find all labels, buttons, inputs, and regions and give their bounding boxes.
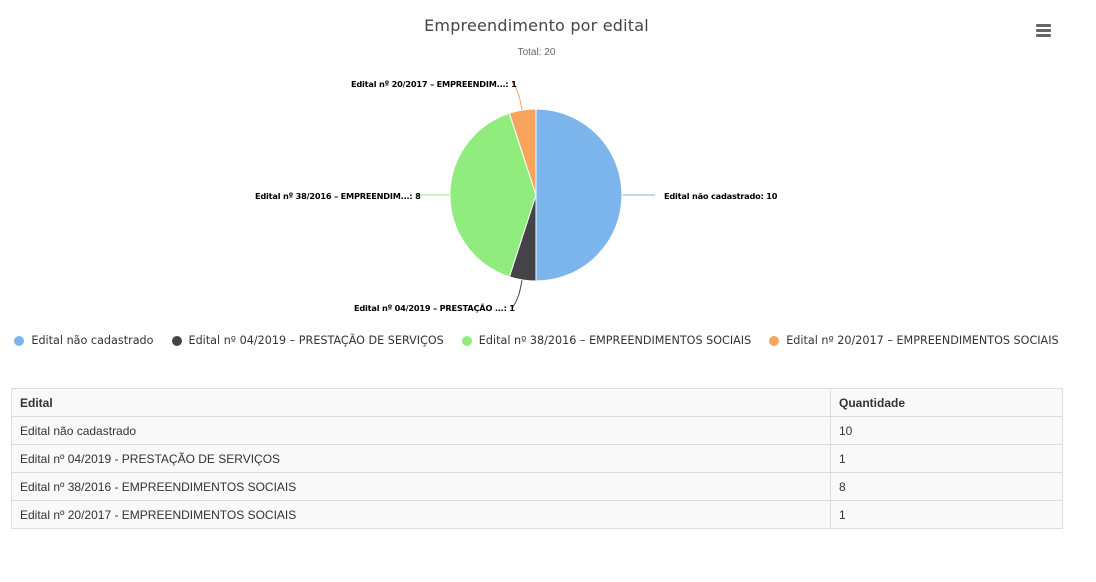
pie-slice-edital-20-2017[interactable] — [508, 108, 537, 196]
edital-table: Edital Quantidade Edital não cadastrado … — [11, 388, 1063, 529]
table-header-row: Edital Quantidade — [11, 388, 1063, 417]
pie-slice-edital-38-2016[interactable] — [449, 112, 537, 278]
table-row: Edital nº 38/2016 - EMPREENDIMENTOS SOCI… — [11, 472, 1063, 501]
legend-label: Edital nº 20/2017 – EMPREENDIMENTOS SOCI… — [786, 334, 1059, 347]
legend-dot-icon — [171, 335, 182, 346]
legend-dot-icon — [14, 335, 25, 346]
data-label-edital-nao-cadastrado: Edital não cadastrado: 10 — [664, 191, 778, 201]
legend-label: Edital não cadastrado — [31, 334, 154, 347]
legend-item-edital-20-2017[interactable]: Edital nº 20/2017 – EMPREENDIMENTOS SOCI… — [769, 334, 1059, 347]
connector-dark — [511, 279, 523, 309]
column-header-edital: Edital — [11, 388, 831, 417]
chart-context-menu-button[interactable] — [1032, 22, 1054, 38]
cell-edital: Edital não cadastrado — [11, 416, 831, 445]
cell-edital: Edital nº 20/2017 - EMPREENDIMENTOS SOCI… — [11, 500, 831, 529]
hamburger-menu-icon-bar — [1035, 28, 1051, 32]
cell-quantidade: 10 — [830, 416, 1063, 445]
legend-label: Edital nº 38/2016 – EMPREENDIMENTOS SOCI… — [478, 334, 752, 347]
cell-quantidade: 8 — [830, 472, 1063, 501]
legend-dot-icon — [461, 335, 472, 346]
pie-chart — [417, 81, 655, 309]
connector-orange — [511, 81, 523, 111]
table-row: Edital não cadastrado 10 — [11, 416, 1063, 445]
data-label-edital-20-2017: Edital nº 20/2017 – EMPREENDIM...: 1 — [351, 79, 517, 89]
legend-label: Edital nº 04/2019 – PRESTAÇÃO DE SERVIÇO… — [188, 334, 444, 347]
data-label-edital-04-2019: Edital nº 04/2019 – PRESTAÇÃO ...: 1 — [354, 303, 515, 313]
cell-edital: Edital nº 04/2019 - PRESTAÇÃO DE SERVIÇO… — [11, 444, 831, 473]
cell-quantidade: 1 — [830, 500, 1063, 529]
hamburger-menu-icon — [1035, 24, 1051, 27]
table-row: Edital nº 20/2017 - EMPREENDIMENTOS SOCI… — [11, 500, 1063, 529]
legend-item-edital-04-2019[interactable]: Edital nº 04/2019 – PRESTAÇÃO DE SERVIÇO… — [171, 334, 444, 347]
chart-legend: Edital não cadastrado Edital nº 04/2019 … — [0, 334, 1073, 347]
cell-quantidade: 1 — [830, 444, 1063, 473]
chart-subtitle: Total: 20 — [517, 47, 556, 58]
legend-item-edital-38-2016[interactable]: Edital nº 38/2016 – EMPREENDIMENTOS SOCI… — [461, 334, 752, 347]
hamburger-menu-icon-bar — [1035, 33, 1051, 37]
legend-item-edital-nao-cadastrado[interactable]: Edital não cadastrado — [14, 334, 154, 347]
pie-slice-edital-nao-cadastrado[interactable] — [535, 108, 623, 282]
chart-title: Empreendimento por edital — [424, 16, 649, 35]
cell-edital: Edital nº 38/2016 - EMPREENDIMENTOS SOCI… — [11, 472, 831, 501]
column-header-quantidade: Quantidade — [830, 388, 1063, 417]
data-label-edital-38-2016: Edital nº 38/2016 – EMPREENDIM...: 8 — [255, 191, 421, 201]
table-row: Edital nº 04/2019 - PRESTAÇÃO DE SERVIÇO… — [11, 444, 1063, 473]
legend-dot-icon — [769, 335, 780, 346]
